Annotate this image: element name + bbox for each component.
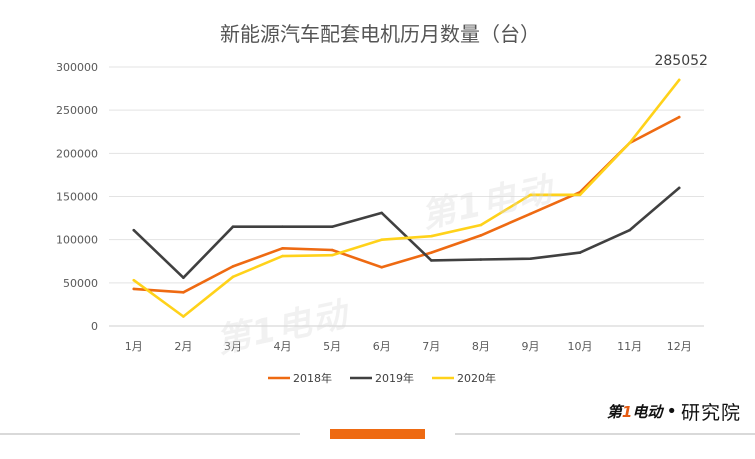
x-tick-label: 4月 [274, 340, 292, 353]
data-point [330, 248, 334, 252]
data-point [281, 225, 284, 229]
data-point [628, 141, 631, 145]
data-point [529, 257, 532, 260]
series-lines [132, 78, 681, 318]
y-tick-label: 50000 [63, 277, 98, 290]
data-point [182, 276, 185, 279]
footer-accent-bar [330, 429, 425, 439]
data-point [182, 291, 185, 294]
data-point [231, 265, 235, 268]
data-point [479, 223, 483, 227]
x-tick-label: 5月 [323, 340, 341, 353]
series-line-2020年 [132, 78, 681, 318]
data-point [132, 278, 136, 282]
data-point [380, 265, 384, 269]
data-point [429, 234, 433, 238]
data-point [380, 238, 384, 241]
data-point [281, 254, 284, 258]
x-tick-label: 1月 [125, 340, 143, 353]
data-point [529, 193, 532, 197]
gridlines [109, 66, 704, 327]
data-point [231, 275, 235, 279]
data-point [429, 259, 433, 262]
brand-mark-one: 1 [621, 403, 633, 421]
brand-separator: • [666, 401, 677, 422]
data-point [479, 258, 483, 261]
data-point [429, 251, 433, 254]
series-line-2019年 [132, 186, 681, 280]
data-point [677, 78, 681, 82]
data-label-max: 285052 [654, 53, 707, 69]
data-point [677, 186, 681, 190]
legend: 2018年 2019年 2020年 [268, 371, 496, 385]
brand-name: 研究院 [680, 402, 741, 424]
annotations: 285052 [654, 53, 707, 69]
data-point [677, 115, 681, 119]
x-tick-label: 2月 [174, 340, 192, 353]
data-point [380, 211, 384, 215]
data-point [578, 193, 582, 197]
brand-mark: 第1电动 [607, 401, 662, 422]
data-point [479, 234, 483, 237]
footer-line-right [455, 433, 755, 435]
x-axis: 1月 2月 3月 4月 5月 6月 7月 8月 9月 10月 11月 12月 [125, 340, 692, 353]
data-point [281, 247, 284, 250]
data-point [529, 212, 532, 216]
brand-mark-first: 第 [606, 403, 622, 421]
data-point [132, 228, 136, 232]
x-tick-label: 10月 [568, 340, 593, 353]
legend-label: 2019年 [375, 371, 414, 385]
data-point [578, 251, 582, 254]
y-axis: 0 50000 100000 150000 200000 250000 300000 [56, 61, 98, 333]
data-point [231, 225, 235, 229]
y-tick-label: 200000 [56, 147, 98, 160]
data-point [628, 228, 631, 232]
x-tick-label: 11月 [617, 340, 642, 353]
legend-label: 2020年 [457, 371, 496, 385]
brand-logo: 第1电动 • 研究院 [607, 398, 741, 425]
data-point [330, 225, 334, 229]
x-tick-label: 8月 [472, 340, 490, 353]
y-tick-label: 250000 [56, 104, 98, 117]
y-tick-label: 300000 [56, 61, 98, 74]
y-tick-label: 0 [91, 320, 98, 333]
chart-title: 新能源汽车配套电机历月数量（台） [220, 22, 540, 46]
x-tick-label: 6月 [373, 340, 391, 353]
brand-mark-rest: 电动 [632, 403, 663, 421]
data-point [330, 253, 334, 257]
footer-line-left [0, 433, 300, 435]
series-line-2018年 [132, 115, 681, 294]
data-point [182, 315, 185, 318]
x-tick-label: 3月 [224, 340, 242, 353]
y-tick-label: 100000 [56, 234, 98, 247]
legend-label: 2018年 [293, 371, 332, 385]
data-point [132, 287, 136, 291]
x-tick-label: 7月 [422, 340, 440, 353]
x-tick-label: 12月 [667, 340, 692, 353]
x-tick-label: 9月 [521, 340, 539, 353]
y-tick-label: 150000 [56, 191, 98, 204]
